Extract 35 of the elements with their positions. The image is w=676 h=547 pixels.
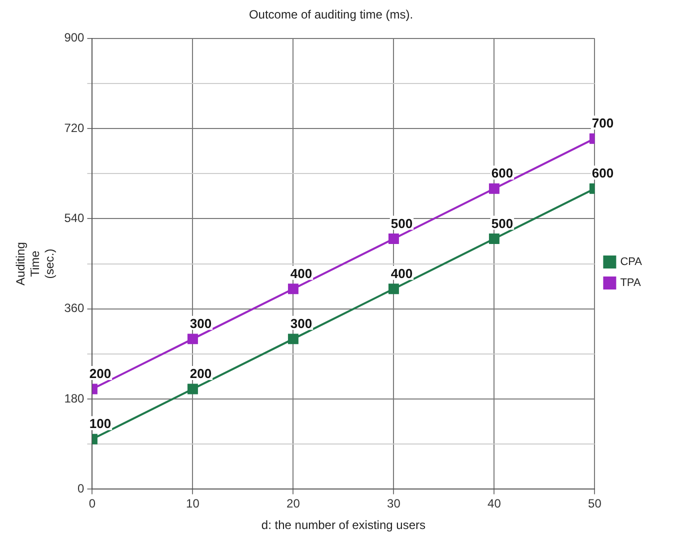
data-label: 500 xyxy=(491,216,514,231)
point xyxy=(388,284,399,294)
x-tick-label: 50 xyxy=(588,496,602,511)
data-label: 200 xyxy=(190,366,212,382)
data-label: 700 xyxy=(592,116,614,131)
x-tick-label: 20 xyxy=(286,496,300,511)
x-tick-label: 30 xyxy=(387,496,401,511)
data-label: 400 xyxy=(390,266,413,281)
y-tick-label: 720 xyxy=(64,120,85,135)
x-tick-label: 10 xyxy=(186,496,200,511)
legend-label: CPA xyxy=(620,256,643,268)
data-label: 600 xyxy=(491,166,514,181)
y-tick-label: 180 xyxy=(64,391,85,406)
data-label: 600 xyxy=(592,166,614,181)
x-tick-label: 0 xyxy=(88,496,96,511)
point xyxy=(488,183,500,194)
point xyxy=(288,334,298,344)
y-axis-title: Auditing Time (sec.) xyxy=(14,242,56,286)
data-label: 300 xyxy=(290,316,312,332)
x-tick-label: 40 xyxy=(488,496,502,511)
chart-title: Outcome of auditing time (ms). xyxy=(248,8,414,22)
data-label: 400 xyxy=(290,266,312,281)
legend-label: TPA xyxy=(620,277,642,290)
y-tick-label: 0 xyxy=(78,482,85,496)
y-tick-label: 540 xyxy=(64,211,85,226)
point xyxy=(388,234,399,244)
point xyxy=(488,234,500,244)
x-axis-title: d: the number of existing users xyxy=(261,518,426,532)
data-label: 200 xyxy=(89,366,112,382)
y-tick-label: 900 xyxy=(64,30,85,45)
data-label: 100 xyxy=(89,416,112,432)
y-tick-label: 360 xyxy=(64,301,85,316)
data-label: 300 xyxy=(190,316,212,332)
data-label: 500 xyxy=(390,216,413,231)
point xyxy=(288,284,298,294)
